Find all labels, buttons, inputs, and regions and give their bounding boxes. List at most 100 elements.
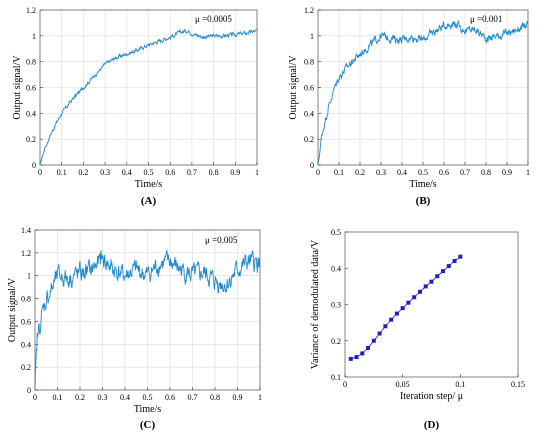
y-tick-label: 1.2: [26, 6, 36, 15]
y-tick-label: 1: [32, 32, 36, 41]
signal-line: [317, 20, 529, 166]
plot-frame: [344, 231, 519, 378]
y-axis-label: Output signal/V: [288, 55, 299, 120]
data-point: [348, 356, 353, 361]
x-tick-label: 0.4: [122, 168, 132, 177]
x-tick-label: 0.2: [75, 393, 85, 402]
panel-a: 0 0.1 0.2 0.3 0.4 0.5 0.6 0.7 0.8 0.9 1 0 0.2 0.4 0.6 0…: [12, 6, 259, 207]
data-point: [366, 346, 371, 350]
x-tick-label: 1: [255, 168, 259, 177]
x-tick-label: 0.2: [78, 168, 88, 177]
x-tick-label: 0.05: [396, 380, 410, 389]
x-tick-label: 0.15: [511, 380, 525, 389]
y-tick-label: 0: [310, 161, 314, 170]
y-tick-label: 0.3: [331, 301, 341, 310]
x-tick-label: 0.9: [502, 168, 512, 177]
x-axis-label: Time/s: [135, 179, 163, 190]
x-tick-label: 0.9: [230, 168, 240, 177]
x-tick-label: 0.5: [418, 168, 428, 177]
x-axis-label: Time/s: [409, 179, 437, 190]
panel-label: (B): [416, 195, 431, 207]
x-tick-label: 0.7: [187, 168, 197, 177]
x-tick-label: 0.8: [209, 168, 219, 177]
x-tick-label: 0.7: [460, 168, 470, 177]
y-tick-label: 0.2: [21, 363, 31, 372]
x-axis-label: Iteration step/ μ: [400, 391, 463, 402]
y-tick-label: 0.6: [21, 317, 31, 326]
data-point: [412, 295, 417, 300]
x-tick-label: 0.8: [481, 168, 491, 177]
y-tick-label: 0: [32, 161, 36, 170]
x-tick-label: 0: [33, 393, 37, 402]
mu-annotation: μ =0.001: [470, 14, 502, 24]
x-tick-label: 0.1: [455, 380, 465, 389]
x-tick-label: 0: [343, 380, 347, 389]
y-tick-label: 0.4: [26, 109, 36, 118]
x-tick-label: 0.9: [233, 393, 243, 402]
panel-label: (D): [424, 419, 440, 431]
y-tick-label: 1: [27, 272, 31, 281]
x-tick-label: 0.6: [165, 168, 175, 177]
x-tick-label: 0.1: [334, 168, 344, 177]
x-tick-label: 0: [38, 168, 42, 177]
y-tick-label: 0.8: [21, 295, 31, 304]
x-tick-label: 1: [258, 393, 262, 402]
x-tick-label: 0.6: [165, 393, 175, 402]
data-point: [441, 269, 446, 274]
x-tick-label: 0.3: [100, 168, 110, 177]
x-tick-label: 0.1: [53, 393, 63, 402]
data-point: [377, 331, 382, 336]
y-tick-label: 0.6: [304, 84, 314, 93]
panel-b: 0 0.1 0.2 0.3 0.4 0.5 0.6 0.7 0.8 0.9 1 0 0.2 0.4 0.6 0…: [288, 6, 530, 207]
data-point: [423, 284, 428, 289]
y-tick-label: 1.4: [21, 226, 31, 235]
data-point: [458, 254, 463, 259]
panel-label: (C): [140, 419, 156, 431]
data-point: [429, 279, 434, 284]
data-point: [417, 289, 422, 294]
mu-annotation: μ =0.005: [205, 235, 238, 245]
y-axis-label: Variance of demodulated data/V: [310, 239, 321, 369]
y-tick-label: 0.2: [26, 135, 36, 144]
x-tick-label: 1: [526, 168, 530, 177]
data-point: [435, 274, 440, 279]
data-point: [383, 324, 388, 329]
y-tick-label: 0.1: [331, 373, 341, 382]
x-tick-label: 0: [316, 168, 320, 177]
y-tick-label: 0.2: [304, 135, 314, 144]
x-tick-label: 0.5: [143, 393, 153, 402]
y-tick-label: 0.4: [304, 109, 314, 118]
y-tick-label: 0.2: [331, 337, 341, 346]
panel-d: 0 0.05 0.1 0.15 0.1 0.2 0.3 0.4 0.5 Iteration ste…: [310, 228, 525, 431]
x-axis-label: Time/s: [134, 404, 162, 415]
x-tick-label: 0.5: [144, 168, 154, 177]
y-tick-label: 0.8: [26, 58, 36, 67]
x-tick-label: 0.3: [376, 168, 386, 177]
x-tick-label: 0.3: [98, 393, 108, 402]
data-point: [446, 264, 451, 269]
x-tick-label: 0.4: [120, 393, 130, 402]
x-tick-label: 0.2: [355, 168, 365, 177]
y-tick-label: 0.5: [331, 228, 341, 237]
x-tick-label: 0.8: [210, 393, 220, 402]
data-point: [371, 338, 376, 343]
panel-label: (A): [141, 195, 157, 207]
y-tick-label: 0: [27, 386, 31, 395]
signal-line: [39, 27, 258, 166]
y-axis-label: Output signal/V: [7, 277, 18, 342]
data-point: [389, 317, 394, 322]
y-tick-label: 1: [310, 32, 314, 41]
data-point: [394, 311, 399, 316]
y-tick-label: 1.2: [21, 249, 31, 258]
y-axis-label: Output signal/V: [12, 55, 23, 120]
y-tick-label: 0.4: [331, 264, 341, 273]
panel-c: 0 0.1 0.2 0.3 0.4 0.5 0.6 0.7 0.8 0.9 1 0 0.2 0.4 0.6 0…: [7, 226, 262, 431]
x-tick-label: 0.4: [397, 168, 407, 177]
data-point: [354, 355, 359, 360]
data-point: [400, 306, 405, 311]
y-tick-label: 1.2: [304, 6, 314, 15]
x-tick-label: 0.6: [439, 168, 449, 177]
x-tick-label: 0.7: [188, 393, 198, 402]
data-point: [452, 259, 457, 263]
